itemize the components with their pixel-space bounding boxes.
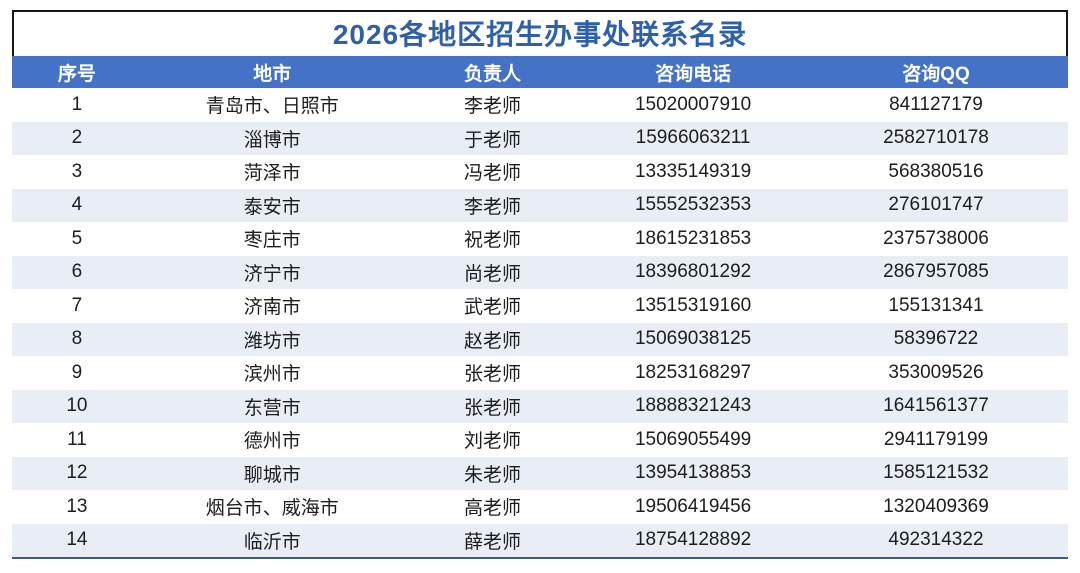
table-row: 14 临沂市 薛老师 18754128892 492314322 bbox=[12, 523, 1068, 557]
table-row: 5 枣庄市 祝老师 18615231853 2375738006 bbox=[12, 222, 1068, 256]
cell-city: 济南市 bbox=[243, 297, 301, 319]
table-row: 13 烟台市、威海市 高老师 19506419456 1320409369 bbox=[12, 490, 1068, 524]
table-row: 12 聊城市 朱老师 13954138853 1585121532 bbox=[12, 456, 1068, 490]
cell-qq: 492314322 bbox=[888, 529, 984, 551]
cell-qq: 58396722 bbox=[893, 328, 979, 350]
cell-phone: 15966063211 bbox=[635, 127, 751, 149]
column-header-seq: 序号 bbox=[57, 63, 96, 85]
cell-phone: 18888321243 bbox=[634, 395, 752, 417]
cell-city: 潍坊市 bbox=[243, 330, 301, 352]
cell-person: 尚老师 bbox=[463, 263, 521, 285]
table-row: 11 德州市 刘老师 15069055499 2941179199 bbox=[12, 423, 1068, 457]
cell-phone: 18754128892 bbox=[634, 529, 752, 551]
cell-city: 烟台市、威海市 bbox=[205, 498, 339, 520]
cell-city: 菏泽市 bbox=[243, 163, 301, 185]
cell-seq: 2 bbox=[71, 127, 83, 149]
cell-city: 泰安市 bbox=[243, 196, 301, 218]
table-row: 10 东营市 张老师 18888321243 1641561377 bbox=[12, 389, 1068, 423]
cell-person: 薛老师 bbox=[463, 531, 521, 553]
cell-seq: 12 bbox=[66, 462, 88, 484]
cell-person: 冯老师 bbox=[463, 163, 521, 185]
cell-seq: 14 bbox=[66, 529, 88, 551]
table-body: 1 青岛市、日照市 李老师 15020007910 841127179 2 淄博市 于老师 15… bbox=[12, 88, 1068, 559]
cell-seq: 5 bbox=[71, 227, 83, 249]
contact-directory-table: 2026各地区招生办事处联系名录 序号 地市 负责人 咨询电话 咨询QQ 1 青岛… bbox=[12, 10, 1068, 559]
column-header-city: 地市 bbox=[253, 63, 292, 85]
cell-qq: 2582710178 bbox=[883, 127, 989, 149]
column-header-qq: 咨询QQ bbox=[902, 63, 970, 85]
cell-seq: 11 bbox=[67, 428, 87, 450]
cell-phone: 15069038125 bbox=[634, 328, 752, 350]
table-row: 4 泰安市 李老师 15552532353 276101747 bbox=[12, 188, 1068, 222]
table-row: 3 菏泽市 冯老师 13335149319 568380516 bbox=[12, 155, 1068, 189]
cell-seq: 7 bbox=[71, 294, 83, 316]
cell-city: 济宁市 bbox=[243, 263, 301, 285]
table-row: 9 滨州市 张老师 18253168297 353009526 bbox=[12, 356, 1068, 390]
cell-seq: 3 bbox=[71, 160, 83, 182]
table-title-bar: 2026各地区招生办事处联系名录 bbox=[12, 10, 1068, 56]
table-row: 8 潍坊市 赵老师 15069038125 58396722 bbox=[12, 322, 1068, 356]
cell-qq: 1641561377 bbox=[883, 395, 989, 417]
cell-person: 朱老师 bbox=[463, 464, 521, 486]
cell-phone: 13335149319 bbox=[634, 160, 752, 182]
column-header-phone: 咨询电话 bbox=[655, 63, 732, 85]
cell-seq: 9 bbox=[71, 361, 83, 383]
cell-seq: 8 bbox=[71, 328, 83, 350]
cell-city: 枣庄市 bbox=[243, 230, 301, 252]
cell-city: 聊城市 bbox=[243, 464, 301, 486]
cell-phone: 18396801292 bbox=[634, 261, 752, 283]
cell-seq: 4 bbox=[71, 194, 83, 216]
cell-qq: 155131341 bbox=[888, 294, 984, 316]
table-header-row: 序号 地市 负责人 咨询电话 咨询QQ bbox=[12, 56, 1068, 88]
cell-city: 东营市 bbox=[243, 397, 301, 419]
cell-city: 滨州市 bbox=[243, 364, 301, 386]
cell-person: 李老师 bbox=[463, 196, 521, 218]
cell-phone: 18253168297 bbox=[634, 361, 752, 383]
table-row: 1 青岛市、日照市 李老师 15020007910 841127179 bbox=[12, 88, 1068, 122]
cell-phone: 18615231853 bbox=[634, 227, 752, 249]
cell-qq: 568380516 bbox=[888, 160, 984, 182]
cell-qq: 353009526 bbox=[888, 361, 984, 383]
cell-seq: 10 bbox=[66, 395, 88, 417]
cell-person: 张老师 bbox=[463, 397, 521, 419]
cell-qq: 1320409369 bbox=[883, 495, 989, 517]
cell-person: 于老师 bbox=[463, 129, 521, 151]
cell-person: 李老师 bbox=[463, 96, 521, 118]
cell-qq: 2375738006 bbox=[883, 227, 989, 249]
cell-city: 德州市 bbox=[243, 431, 301, 453]
cell-phone: 15020007910 bbox=[634, 93, 752, 115]
column-header-person: 负责人 bbox=[463, 63, 521, 85]
cell-seq: 1 bbox=[71, 93, 83, 115]
cell-qq: 2941179199 bbox=[883, 428, 989, 450]
cell-qq: 2867957085 bbox=[883, 261, 989, 283]
cell-phone: 19506419456 bbox=[634, 495, 752, 517]
cell-qq: 841127179 bbox=[889, 93, 983, 115]
cell-person: 武老师 bbox=[463, 297, 521, 319]
cell-city: 临沂市 bbox=[243, 531, 301, 553]
cell-person: 高老师 bbox=[463, 498, 521, 520]
cell-person: 赵老师 bbox=[463, 330, 521, 352]
cell-qq: 1585121532 bbox=[883, 462, 989, 484]
table-title: 2026各地区招生办事处联系名录 bbox=[332, 19, 748, 50]
cell-phone: 13954138853 bbox=[634, 462, 752, 484]
cell-person: 刘老师 bbox=[463, 431, 521, 453]
cell-phone: 15552532353 bbox=[634, 194, 752, 216]
cell-qq: 276101747 bbox=[888, 194, 984, 216]
cell-person: 张老师 bbox=[463, 364, 521, 386]
cell-city: 淄博市 bbox=[243, 129, 301, 151]
cell-seq: 6 bbox=[71, 261, 83, 283]
cell-seq: 13 bbox=[66, 495, 88, 517]
table-row: 6 济宁市 尚老师 18396801292 2867957085 bbox=[12, 255, 1068, 289]
cell-person: 祝老师 bbox=[463, 230, 521, 252]
cell-phone: 15069055499 bbox=[634, 428, 752, 450]
cell-city: 青岛市、日照市 bbox=[205, 96, 339, 118]
cell-phone: 13515319160 bbox=[634, 294, 752, 316]
table-row: 2 淄博市 于老师 15966063211 2582710178 bbox=[12, 121, 1068, 155]
table-row: 7 济南市 武老师 13515319160 155131341 bbox=[12, 289, 1068, 323]
